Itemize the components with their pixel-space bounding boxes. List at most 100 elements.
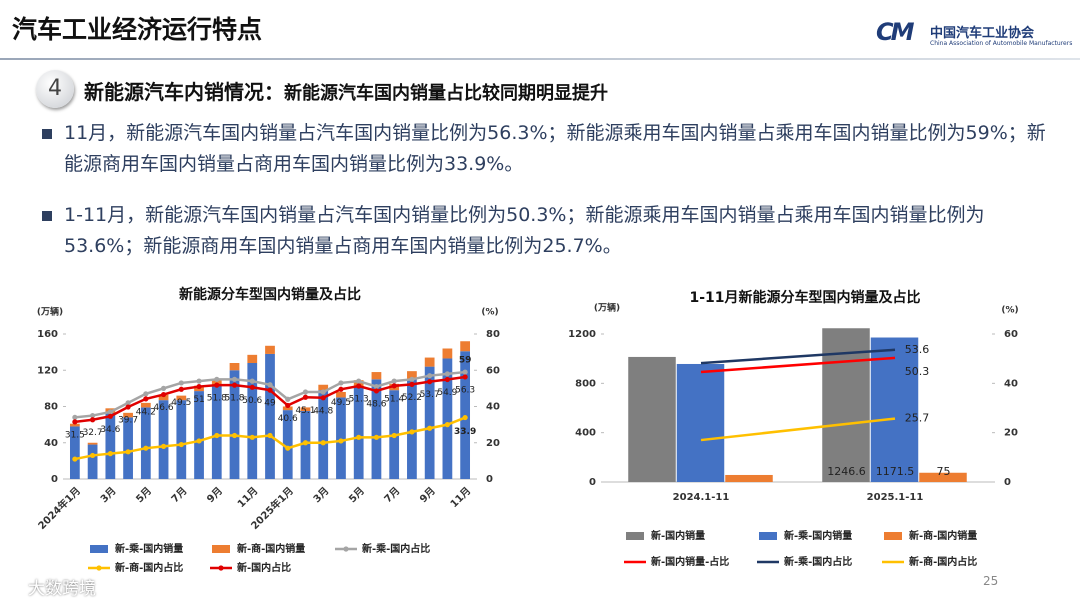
bar — [69, 423, 80, 427]
line-marker — [338, 386, 344, 392]
line — [700, 348, 896, 365]
legend-label: 新-商-国内占比 — [909, 555, 977, 568]
x-tick-label: 7月 — [169, 485, 189, 505]
bar — [69, 426, 80, 479]
bar — [460, 341, 471, 352]
x-tick-label: 5月 — [346, 485, 366, 505]
y2-tick-label: 0 — [486, 474, 493, 485]
data-label: 52.2 — [402, 393, 422, 403]
legend-label: 新-乘-国内销量 — [784, 529, 852, 542]
y-tick-label: 160 — [37, 329, 58, 340]
chart-title: 1-11月新能源分车型国内销量及占比 — [689, 289, 920, 306]
legend-swatch — [212, 545, 230, 553]
data-label: 56.3 — [455, 385, 475, 395]
x-tick-label: 3月 — [311, 485, 331, 505]
data-label: 46.6 — [154, 403, 174, 413]
line-marker — [462, 369, 468, 375]
bar — [407, 371, 417, 380]
data-label: 53.6 — [905, 343, 930, 356]
bar — [140, 407, 151, 479]
data-label: 33.9 — [454, 427, 476, 437]
bar — [336, 392, 346, 398]
x-tick-label: 11月 — [235, 485, 260, 510]
y-tick-label: 1200 — [568, 329, 596, 340]
line-marker — [444, 376, 450, 383]
line-marker — [72, 419, 78, 425]
logo-mark: CM — [876, 18, 914, 46]
line-marker — [178, 441, 184, 448]
line-marker — [373, 388, 380, 394]
line-marker — [160, 391, 167, 398]
line-marker — [178, 386, 184, 392]
bar — [318, 384, 329, 391]
bar — [158, 400, 169, 479]
data-label: 25.7 — [905, 412, 930, 425]
data-label: 51.3 — [349, 395, 369, 405]
data-label: 34.6 — [100, 425, 120, 435]
bar — [282, 410, 293, 479]
x-tick-label: 5月 — [134, 485, 154, 505]
data-label: 51.4 — [384, 394, 404, 404]
line-marker — [391, 383, 397, 389]
line — [700, 417, 896, 442]
x-tick-label: 11月 — [448, 485, 473, 510]
line-marker — [338, 438, 344, 444]
line-marker — [125, 400, 131, 406]
line-marker — [125, 404, 131, 410]
line-marker — [214, 382, 220, 388]
line-marker — [320, 389, 326, 395]
bar — [407, 379, 417, 479]
bar — [336, 397, 346, 479]
y2-tick-label: 60 — [486, 365, 500, 376]
legend-label: 新-商-国内销量 — [237, 542, 305, 555]
line-marker — [249, 378, 255, 384]
line-marker — [409, 429, 415, 435]
line-marker — [143, 391, 149, 397]
legend-swatch — [884, 532, 902, 540]
line-marker — [160, 385, 167, 391]
bar — [176, 395, 187, 401]
bar — [424, 357, 435, 367]
legend-label: 新-商-国内销量 — [909, 529, 977, 542]
logo-subtext: China Association of Automobile Manufact… — [930, 40, 1073, 47]
legend-swatch — [626, 532, 644, 540]
heading-sub: 新能源汽车国内销量占比较同期明显提升 — [284, 83, 608, 104]
bar — [247, 354, 258, 363]
data-label: 50.3 — [905, 365, 930, 378]
legend-swatch — [90, 545, 108, 553]
legend-label: 新-国内销量-占比 — [651, 555, 729, 568]
x-tick-label: 2024.1-11 — [673, 492, 730, 503]
bar — [919, 472, 967, 482]
bar — [870, 337, 919, 482]
data-label: 45.1 — [295, 406, 315, 416]
bar — [300, 407, 311, 412]
line-marker — [320, 440, 326, 446]
line-marker — [373, 434, 380, 440]
line-marker — [391, 378, 397, 384]
line-marker — [285, 445, 291, 451]
legend-label: 新-乘-国内占比 — [784, 555, 852, 568]
line-marker — [267, 387, 273, 393]
y2-tick-label: 0 — [1004, 477, 1011, 488]
legend-marker — [96, 565, 102, 571]
y-tick-label: 80 — [44, 402, 58, 413]
y-tick-label: 0 — [589, 477, 596, 488]
line-marker — [231, 432, 238, 439]
bar — [158, 394, 169, 401]
data-label: 49.5 — [331, 398, 351, 408]
y-tick-label: 40 — [44, 438, 58, 449]
y2-tick-label: 40 — [486, 402, 500, 413]
y2-tick-label: 20 — [486, 438, 500, 449]
line-marker — [143, 396, 149, 402]
data-label: 51 — [193, 395, 204, 405]
x-tick-label: 9月 — [205, 485, 225, 505]
bar — [318, 390, 329, 479]
data-label: 54.9 — [437, 388, 457, 398]
y2-axis-unit: (%) — [481, 308, 498, 318]
bar — [725, 474, 773, 482]
data-label: 1171.5 — [876, 465, 915, 478]
bar — [123, 412, 133, 418]
bullet: 11月，新能源汽车国内销量占汽车国内销量比例为56.3%；新能源乘用车国内销量占… — [38, 118, 1048, 180]
x-tick-label: 3月 — [98, 485, 118, 505]
y-tick-label: 800 — [575, 378, 596, 389]
